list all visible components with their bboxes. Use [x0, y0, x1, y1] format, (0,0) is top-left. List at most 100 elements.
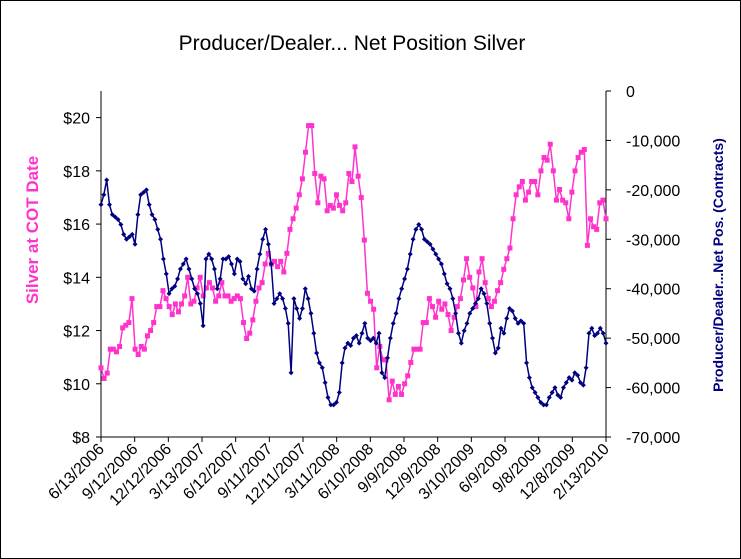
- data-point: [575, 155, 581, 161]
- data-point: [318, 173, 324, 179]
- data-point: [322, 380, 328, 386]
- data-point: [118, 221, 124, 227]
- y-right-tick-label: -40,000: [626, 282, 680, 299]
- data-point: [575, 372, 581, 378]
- data-point: [475, 296, 481, 302]
- data-point: [411, 346, 417, 352]
- data-point: [194, 291, 200, 297]
- data-point: [299, 305, 305, 311]
- data-point: [311, 330, 317, 336]
- data-point: [535, 192, 541, 198]
- data-point: [342, 345, 348, 351]
- data-point: [327, 202, 333, 208]
- silver-series: [98, 123, 609, 403]
- data-point: [151, 320, 157, 326]
- data-point: [110, 346, 116, 352]
- data-point: [213, 298, 219, 304]
- data-point: [600, 197, 606, 203]
- data-point: [262, 261, 268, 267]
- data-point: [254, 266, 260, 272]
- data-point: [280, 296, 286, 302]
- data-point: [498, 280, 504, 286]
- data-point: [206, 251, 212, 257]
- data-point: [288, 370, 294, 376]
- data-point: [206, 280, 212, 286]
- data-point: [495, 345, 501, 351]
- data-point: [553, 197, 559, 203]
- data-point: [132, 346, 138, 352]
- data-point: [324, 208, 330, 214]
- data-point: [373, 340, 379, 346]
- chart-title: Producer/Dealer... Net Position Silver: [179, 32, 526, 55]
- data-point: [490, 335, 496, 341]
- data-point: [455, 330, 461, 336]
- data-point: [390, 320, 396, 326]
- data-point: [219, 280, 225, 286]
- data-point: [271, 301, 277, 307]
- data-point: [370, 335, 376, 341]
- data-point: [396, 296, 402, 302]
- data-point: [600, 330, 606, 336]
- data-point: [507, 245, 513, 251]
- data-point: [302, 286, 308, 292]
- data-point: [563, 380, 569, 386]
- data-point: [516, 184, 522, 190]
- data-point: [107, 346, 113, 352]
- data-point: [251, 288, 257, 294]
- data-point: [492, 350, 498, 356]
- data-point: [594, 330, 600, 336]
- data-point: [550, 168, 556, 174]
- data-point: [512, 315, 518, 321]
- data-point: [569, 377, 575, 383]
- data-point: [287, 226, 293, 232]
- data-point: [558, 394, 564, 400]
- data-point: [305, 296, 311, 302]
- data-point: [155, 226, 161, 232]
- data-point: [426, 296, 432, 302]
- data-point: [226, 254, 232, 260]
- data-point: [107, 202, 113, 208]
- y-left-tick-label: $18: [63, 164, 90, 181]
- data-point: [393, 310, 399, 316]
- data-point: [351, 335, 356, 341]
- data-point: [169, 312, 175, 318]
- data-point: [308, 310, 314, 316]
- y-right-tick-label: -70,000: [626, 430, 680, 447]
- data-point: [461, 328, 467, 334]
- data-point: [319, 365, 325, 371]
- data-point: [529, 385, 535, 391]
- data-point: [333, 192, 339, 198]
- data-point: [430, 304, 436, 310]
- data-point: [361, 237, 367, 243]
- data-point: [386, 397, 392, 403]
- data-point: [154, 304, 160, 310]
- data-point: [158, 236, 164, 242]
- data-point: [374, 365, 380, 371]
- data-point: [343, 200, 349, 206]
- data-point: [472, 301, 478, 307]
- data-point: [299, 176, 305, 182]
- data-point: [414, 346, 420, 352]
- y-right-tick-label: -60,000: [626, 381, 680, 398]
- data-point: [152, 217, 158, 223]
- data-point: [312, 171, 318, 177]
- data-point: [183, 256, 189, 262]
- data-point: [293, 205, 299, 211]
- data-point: [603, 216, 609, 222]
- data-point: [257, 251, 263, 257]
- data-point: [216, 293, 222, 299]
- data-point: [282, 305, 288, 311]
- y-right-label: Producer/Dealer...Net Pos. (Contracts): [710, 138, 726, 392]
- data-point: [175, 276, 181, 282]
- data-point: [439, 306, 445, 312]
- data-point: [172, 283, 178, 289]
- data-point: [379, 370, 385, 376]
- data-point: [380, 357, 386, 363]
- data-point: [259, 280, 265, 286]
- data-point: [597, 325, 603, 331]
- data-point: [521, 320, 527, 326]
- data-point: [336, 390, 342, 396]
- data-point: [592, 333, 598, 339]
- data-point: [513, 192, 519, 198]
- data-point: [135, 212, 141, 218]
